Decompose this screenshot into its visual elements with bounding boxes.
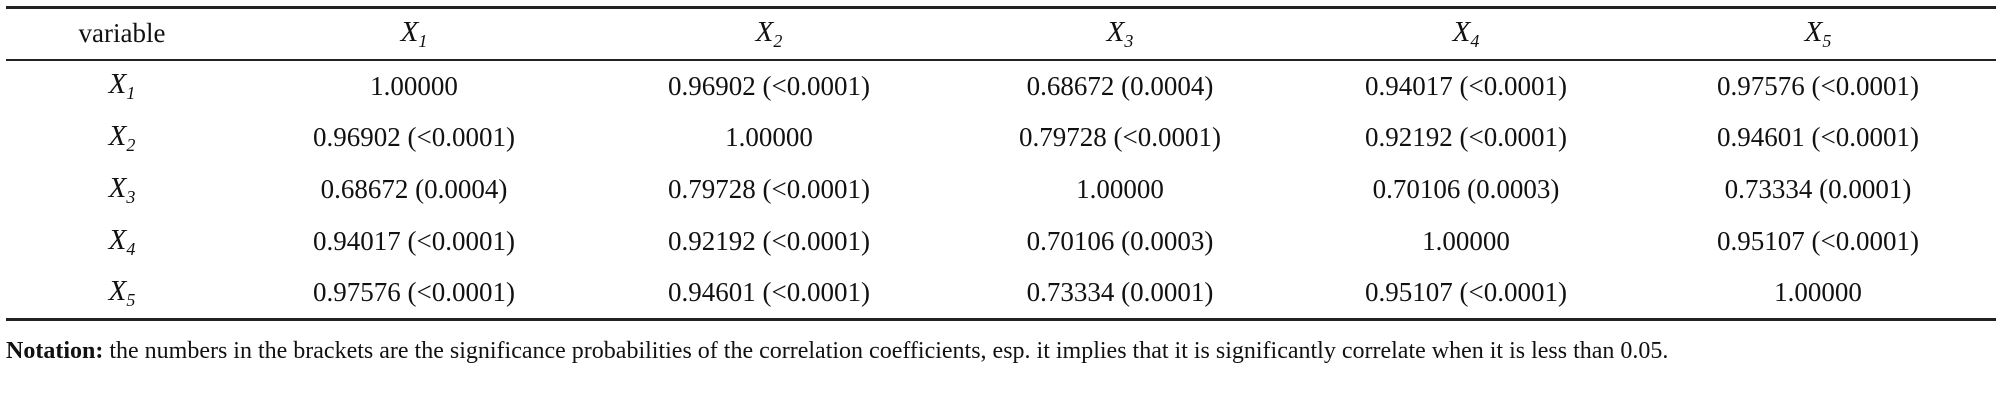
header-x5: X5 (1640, 6, 1996, 61)
table-cell: 0.97576 (<0.0001) (1717, 70, 1919, 101)
table-cell: 0.79728 (<0.0001) (1019, 122, 1221, 152)
table-row: X3 0.68672 (0.0004) 0.79728 (<0.0001) 1.… (6, 164, 1996, 216)
header-x1: X1 (238, 6, 590, 61)
table-cell: 0.95107 (<0.0001) (1717, 226, 1919, 256)
header-x3: X3 (948, 6, 1292, 61)
table-cell: 1.00000 (725, 122, 813, 152)
table-note: Notation: the numbers in the brackets ar… (6, 335, 1991, 368)
table-row: X4 0.94017 (<0.0001) 0.92192 (<0.0001) 0… (6, 216, 1996, 268)
table-row: X1 1.00000 0.96902 (<0.0001) 0.68672 (0.… (6, 60, 1996, 112)
row-label: X1 (108, 68, 136, 103)
header-x2: X2 (590, 6, 948, 61)
table-cell: 0.73334 (0.0001) (1724, 174, 1912, 204)
table-cell: 1.00000 (1076, 174, 1164, 204)
table-cell: 0.96902 (<0.0001) (313, 122, 515, 152)
table-row: X2 0.96902 (<0.0001) 1.00000 0.79728 (<0… (6, 112, 1996, 164)
row-label: X4 (108, 223, 136, 259)
note-label: Notation: (6, 338, 104, 364)
correlation-table-container: variable X1 X2 X3 X4 X5 X1 1.00000 0.969… (6, 6, 1996, 368)
table-cell: 0.94017 (<0.0001) (1365, 70, 1567, 101)
table-cell: 1.00000 (1640, 267, 1996, 321)
table-cell: 0.96902 (<0.0001) (668, 70, 870, 101)
table-cell: 0.68672 (0.0004) (320, 174, 508, 204)
table-cell: 1.00000 (1422, 226, 1510, 256)
header-x4: X4 (1292, 6, 1640, 61)
table-cell: 0.95107 (<0.0001) (1292, 267, 1640, 321)
table-cell: 0.92192 (<0.0001) (1365, 122, 1567, 152)
table-cell: 1.00000 (370, 70, 458, 101)
table-row: X5 0.97576 (<0.0001) 0.94601 (<0.0001) 0… (6, 267, 1996, 321)
table-cell: 0.94017 (<0.0001) (313, 226, 515, 256)
correlation-table: variable X1 X2 X3 X4 X5 X1 1.00000 0.969… (6, 6, 1996, 321)
table-cell: 0.94601 (<0.0001) (590, 267, 948, 321)
table-cell: 0.70106 (0.0003) (1372, 174, 1560, 204)
table-cell: 0.92192 (<0.0001) (668, 226, 870, 256)
table-cell: 0.97576 (<0.0001) (238, 267, 590, 321)
table-cell: 0.94601 (<0.0001) (1717, 122, 1919, 152)
table-cell: 0.68672 (0.0004) (1026, 70, 1214, 101)
row-label: X5 (6, 267, 238, 321)
table-cell: 0.79728 (<0.0001) (668, 174, 870, 204)
table-cell: 0.70106 (0.0003) (1026, 226, 1214, 256)
row-label: X2 (108, 119, 136, 155)
note-text: the numbers in the brackets are the sign… (103, 338, 1669, 364)
header-row: variable X1 X2 X3 X4 X5 (6, 6, 1996, 61)
table-cell: 0.73334 (0.0001) (948, 267, 1292, 321)
row-label: X3 (108, 171, 136, 207)
header-variable: variable (6, 6, 238, 61)
